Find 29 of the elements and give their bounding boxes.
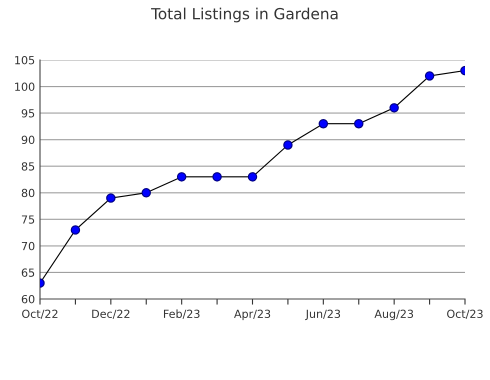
- y-tick-label: 90: [22, 136, 34, 144]
- y-tick-label: 60: [22, 294, 34, 304]
- y-tick-label: 100: [15, 82, 34, 91]
- x-tick-label: Apr/23: [234, 310, 270, 320]
- x-tick-label: Dec/22: [92, 310, 130, 319]
- x-tick-label: Feb/23: [164, 309, 200, 319]
- point: [283, 140, 293, 150]
- point: [106, 193, 116, 203]
- y-tick-label: 65: [22, 268, 34, 277]
- point: [176, 172, 186, 182]
- y-tick-label: 80: [22, 188, 34, 198]
- point: [318, 119, 328, 128]
- x-tick-label: Aug/23: [374, 310, 414, 320]
- y-tick-label: 95: [22, 109, 34, 118]
- y-tick-label: 85: [22, 162, 34, 171]
- point: [70, 225, 80, 235]
- point: [248, 172, 258, 182]
- y-tick-label: 70: [22, 242, 34, 250]
- point: [424, 71, 434, 81]
- chart-title: Total Listings in Gardena: [151, 8, 338, 22]
- y-tick-label: 105: [15, 56, 34, 64]
- x-tick-label: Oct/22: [22, 310, 58, 319]
- y-tick-label: 75: [22, 215, 34, 224]
- point: [389, 103, 399, 113]
- point: [212, 172, 222, 182]
- point: [142, 188, 151, 198]
- x-tick-label: Oct/23: [447, 310, 483, 319]
- point: [354, 119, 364, 128]
- x-tick-label: Jun/23: [305, 310, 340, 320]
